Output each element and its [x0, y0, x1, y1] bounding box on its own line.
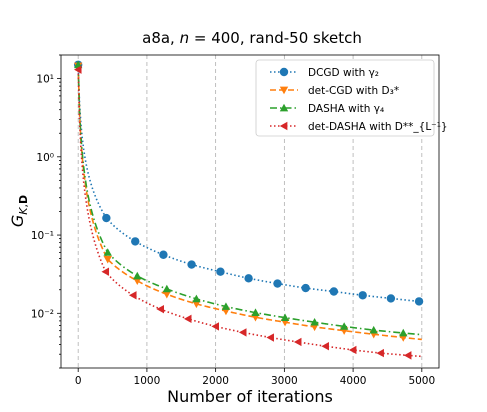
- y-axis-label: GK,D: [8, 195, 30, 227]
- series-layer: [73, 60, 424, 360]
- data-point: [399, 328, 408, 337]
- legend-box: [255, 59, 435, 137]
- data-point: [156, 304, 165, 314]
- data-point: [128, 291, 137, 300]
- data-point: [293, 337, 302, 347]
- y-tick-label: 10⁻¹: [31, 230, 54, 242]
- data-point: [183, 314, 192, 324]
- data-point: [310, 317, 319, 326]
- data-point: [244, 274, 253, 283]
- x-tick-label: 5000: [408, 375, 435, 387]
- axis-ticks: 0 1000 2000 3000 4000 5000 10⁻² 10⁻¹ 10⁰ 10¹: [31, 54, 435, 387]
- data-point: [414, 297, 424, 306]
- x-tick-label: 0: [75, 375, 82, 387]
- legend-label: DASHA with γ₄: [308, 103, 384, 115]
- data-point: [266, 333, 274, 342]
- data-point: [301, 283, 310, 293]
- data-point: [386, 294, 396, 303]
- legend-label: DCGD with γ₂: [308, 67, 379, 79]
- y-tick-label: 10⁻²: [31, 308, 54, 320]
- legend-marker: [279, 103, 289, 112]
- series-line: [77, 65, 422, 341]
- data-point: [103, 248, 112, 256]
- data-point: [238, 328, 247, 337]
- chart-title: a8a, n = 400, rand-50 sketch: [142, 29, 362, 47]
- data-point: [133, 277, 142, 286]
- x-axis-label: Number of iterations: [167, 387, 333, 406]
- data-point: [339, 322, 349, 330]
- data-point: [221, 302, 231, 310]
- data-point: [329, 287, 339, 296]
- data-point: [369, 325, 378, 334]
- data-point: [348, 345, 357, 355]
- data-point: [103, 255, 112, 264]
- data-point: [376, 348, 384, 358]
- data-point: [358, 291, 367, 300]
- data-point: [102, 213, 111, 223]
- x-tick-label: 3000: [271, 375, 298, 387]
- data-point: [403, 351, 412, 360]
- data-point: [251, 308, 260, 316]
- data-point: [321, 341, 329, 351]
- data-point: [131, 237, 140, 246]
- data-point: [211, 322, 219, 331]
- data-point: [280, 313, 290, 322]
- y-tick-label: 10¹: [36, 74, 54, 86]
- plot-frame: [60, 54, 440, 369]
- data-point: [187, 260, 196, 269]
- legend-marker: [279, 67, 289, 77]
- data-point: [159, 250, 168, 259]
- data-point: [133, 271, 142, 280]
- legend-entries: DCGD with γ₂ det-CGD with D₃* DASHA with γ…: [270, 67, 448, 133]
- data-point: [273, 279, 282, 288]
- x-tick-label: 1000: [134, 375, 161, 387]
- y-tick-label: 10⁰: [36, 152, 54, 164]
- data-point: [192, 294, 201, 303]
- legend-label: det-CGD with D₃*: [308, 85, 399, 97]
- data-point: [162, 284, 172, 293]
- legend: DCGD with γ₂ det-CGD with D₃* DASHA with γ…: [255, 59, 448, 137]
- data-point: [192, 300, 201, 309]
- series-line: [77, 64, 422, 336]
- data-point: [73, 65, 82, 74]
- data-point: [101, 267, 110, 276]
- x-tick-label: 2000: [202, 375, 229, 387]
- data-point: [162, 290, 172, 299]
- x-tick-label: 4000: [340, 375, 367, 387]
- legend-marker: [279, 86, 289, 95]
- legend-marker: [279, 121, 288, 131]
- data-point: [216, 267, 225, 276]
- legend-label: det-DASHA with D**_{L⁻¹}: [308, 121, 448, 133]
